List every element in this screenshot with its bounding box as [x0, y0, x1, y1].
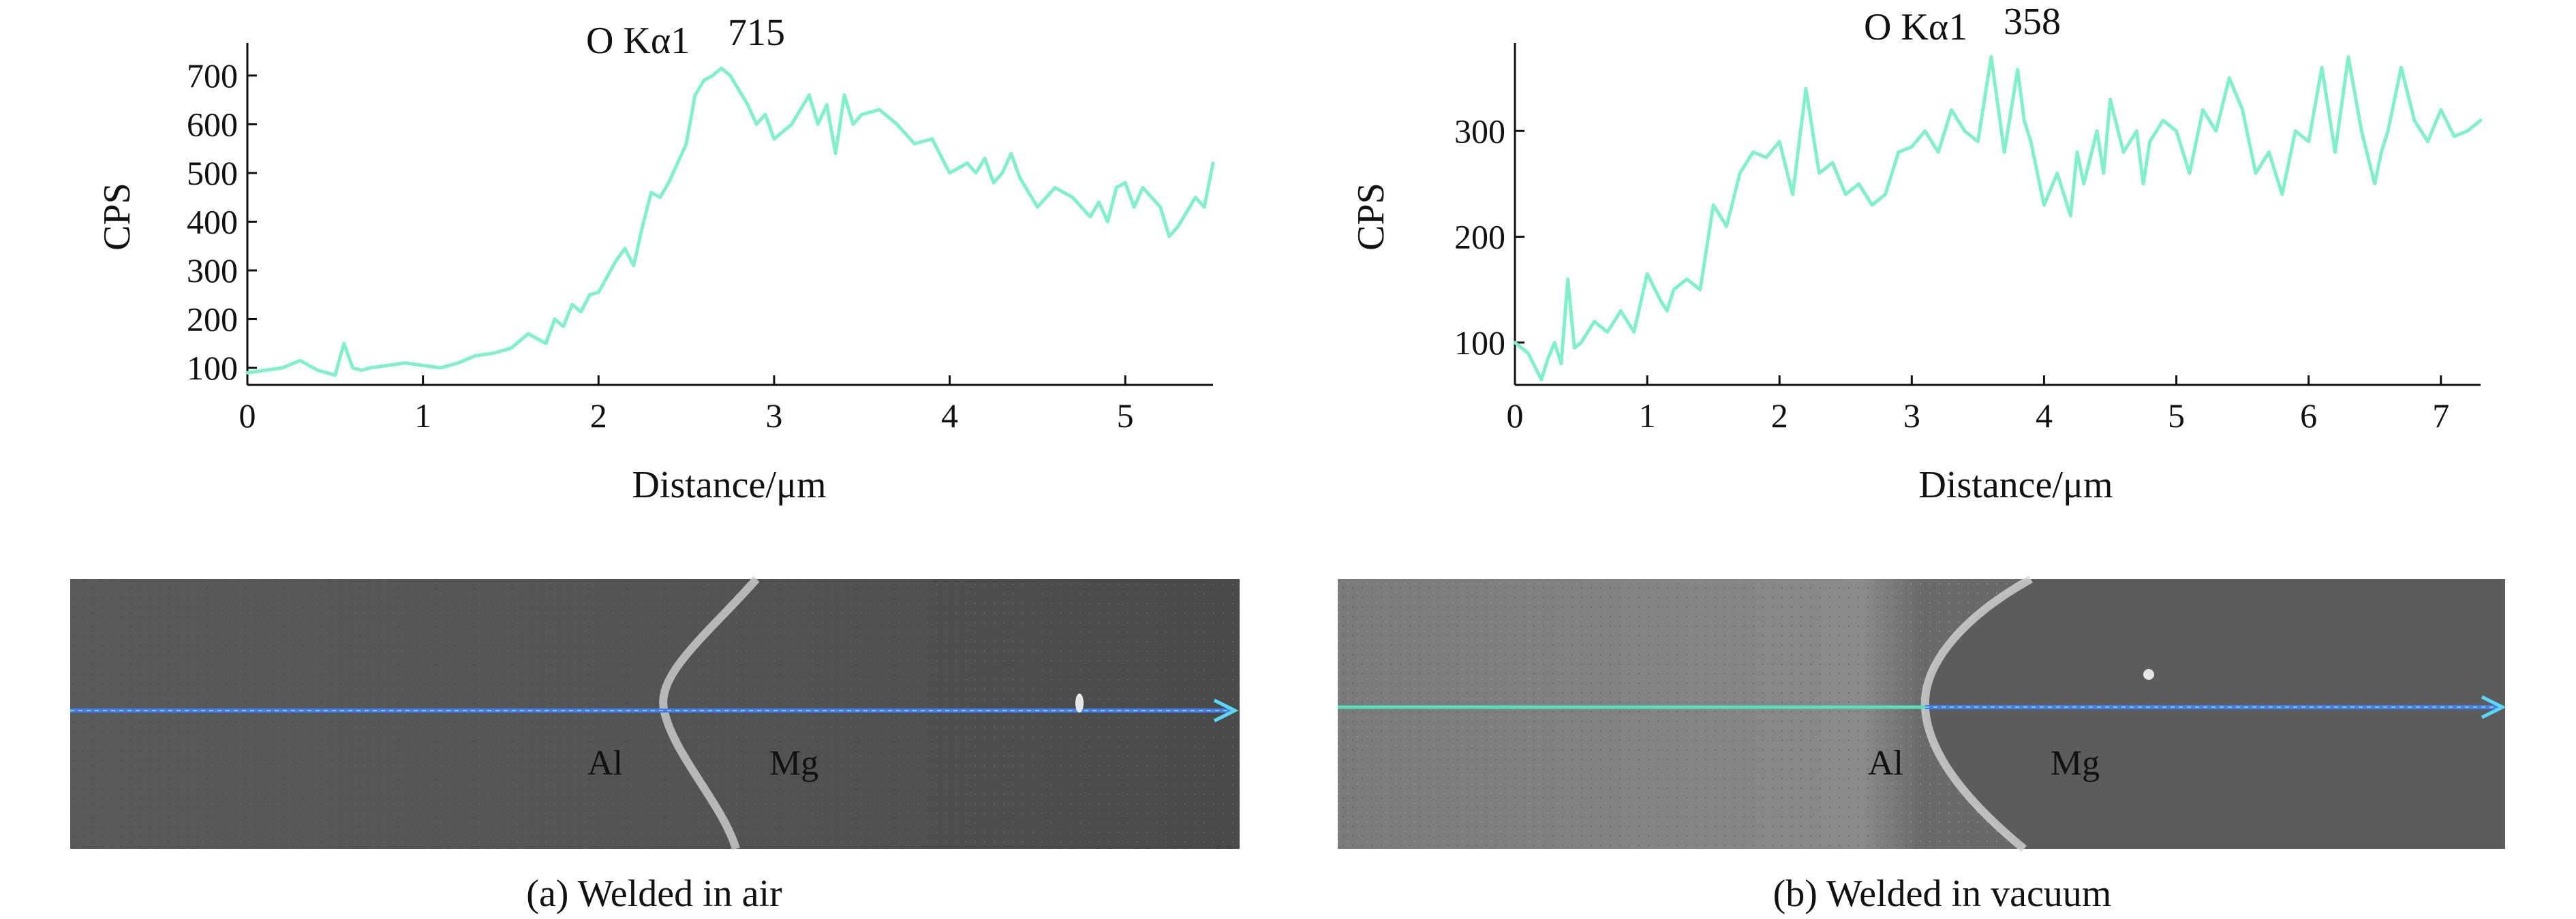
- sem-image-b-mg-region: [1925, 579, 2505, 849]
- chart-b-x-tick-label-1: 1: [1639, 396, 1656, 435]
- chart-b-y-axis-title: CPS: [1350, 183, 1392, 251]
- chart-b-annotation-label: O Kα1: [1864, 6, 1967, 48]
- chart-a-y-tick-label-4: 500: [187, 154, 238, 192]
- chart-a-annotation-value: 715: [728, 12, 785, 54]
- chart-a-series-line-0: [245, 66, 1215, 377]
- chart-b-y-tick-label-1: 200: [1454, 218, 1505, 256]
- chart-b-x-tick-label-3: 3: [1903, 396, 1920, 435]
- chart-a-x-tick-label-3: 3: [765, 396, 782, 435]
- chart-b-x-tick-label-5: 5: [2168, 396, 2185, 435]
- chart-a-y-tick-label-2: 300: [187, 251, 238, 290]
- chart-b-y-tick-label-2: 300: [1454, 112, 1505, 150]
- sem-image-b: Al Mg: [1338, 575, 2506, 852]
- panel-welded-in-air: 0 1 2 3 4 5 100 200 300 400 500 600 700 O Kα1 715 Di…: [70, 12, 1240, 915]
- sem-image-a-label-mg: Mg: [769, 744, 818, 783]
- chart-a-plot: 0 1 2 3 4 5 100 200 300 400 500 600 700: [187, 43, 1215, 435]
- chart-a-annotation-label: O Kα1: [586, 20, 690, 62]
- chart-b-caption: (b) Welded in vacuum: [1773, 873, 2112, 915]
- chart-b-y-tick-label-0: 100: [1454, 324, 1505, 362]
- chart-a-y-tick-label-0: 100: [187, 349, 238, 387]
- chart-b-x-tick-label-6: 6: [2300, 396, 2317, 435]
- sem-image-a-label-al: Al: [587, 744, 623, 783]
- chart-a-y-tick-label-6: 700: [187, 57, 238, 95]
- chart-b-series-line-0: [1513, 55, 2483, 381]
- chart-b-x-tick-label-2: 2: [1771, 396, 1788, 435]
- chart-a-caption: (a) Welded in air: [526, 873, 782, 915]
- chart-b-plot: 0 1 2 3 4 5 6 7 100 200 300: [1454, 43, 2483, 435]
- chart-b-x-axis-title: Distance/μm: [1918, 464, 2113, 506]
- chart-a-x-axis-title: Distance/μm: [632, 464, 826, 506]
- chart-a-x-tick-label-2: 2: [590, 396, 607, 435]
- panel-welded-in-vacuum: 0 1 2 3 4 5 6 7 100 200 300 O Kα1 358 Distance/μm …: [1288, 0, 2576, 919]
- chart-b-annotation-value: 358: [2004, 1, 2061, 43]
- sem-image-a-particle: [1075, 694, 1084, 713]
- sem-image-b-label-al: Al: [1868, 744, 1903, 783]
- sem-image-a: Al Mg: [70, 576, 1240, 850]
- chart-a-y-tick-label-1: 200: [187, 300, 238, 338]
- chart-a-y-tick-label-5: 600: [187, 105, 238, 143]
- chart-b-x-tick-label-7: 7: [2432, 396, 2449, 435]
- chart-b-x-tick-label-0: 0: [1507, 396, 1524, 435]
- chart-a-x-tick-label-1: 1: [414, 396, 431, 435]
- chart-a-x-tick-label-4: 4: [941, 396, 958, 435]
- chart-a-y-tick-label-3: 400: [187, 202, 238, 240]
- sem-image-a-grain: [70, 579, 1240, 849]
- sem-image-b-particle: [2143, 669, 2154, 680]
- chart-a-x-tick-label-5: 5: [1117, 396, 1134, 435]
- chart-a-y-axis-title: CPS: [96, 183, 138, 251]
- sem-image-b-scan-arrow: [2481, 695, 2506, 719]
- sem-image-a-scan-arrow: [1213, 698, 1239, 723]
- chart-a-x-tick-label-0: 0: [239, 396, 256, 435]
- sem-image-b-label-mg: Mg: [2051, 744, 2100, 783]
- chart-a-svg: 0 1 2 3 4 5 100 200 300 400 500 600 700 O Kα1 715 Di…: [70, 12, 1240, 915]
- chart-b-x-tick-label-4: 4: [2036, 396, 2053, 435]
